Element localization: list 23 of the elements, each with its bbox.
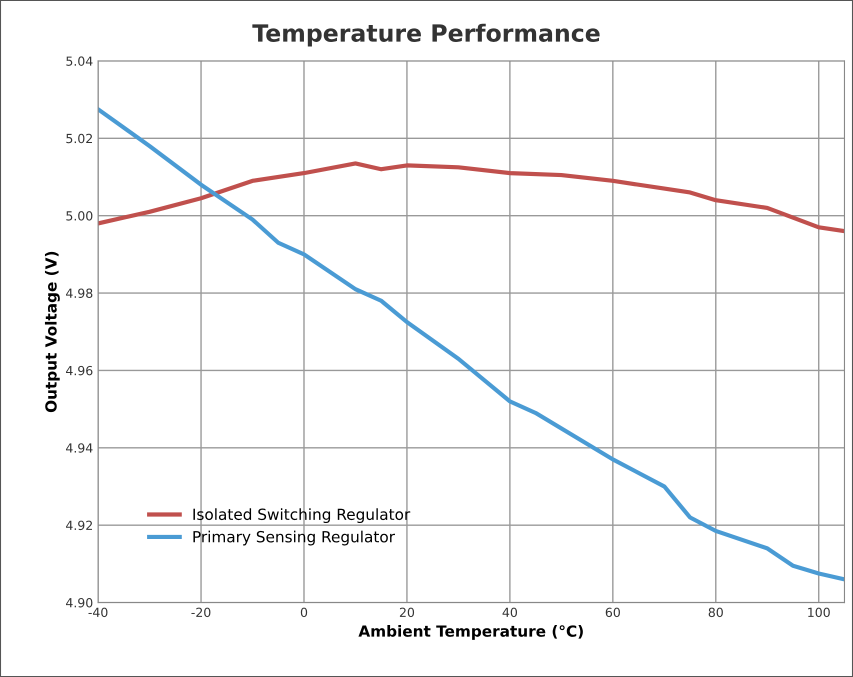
- chart-title: Temperature Performance: [252, 24, 600, 47]
- line-series: [98, 107, 844, 582]
- x-tick-label: -20: [191, 608, 210, 618]
- x-tick-label: 40: [502, 608, 518, 618]
- x-tick-label: -40: [88, 608, 108, 618]
- legend-label: Isolated Switching Regulator: [193, 508, 410, 524]
- legend-label: Primary Sensing Regulator: [193, 530, 395, 546]
- x-axis-title: Ambient Temperature (°C): [358, 625, 583, 640]
- x-tick-label: 80: [708, 608, 723, 618]
- y-tick-label: 4.92: [66, 520, 92, 530]
- y-tick-label: 4.90: [66, 598, 92, 608]
- x-tick-label: 20: [400, 608, 414, 618]
- line-series: [98, 161, 844, 234]
- y-tick-label: 5.02: [66, 134, 92, 144]
- y-tick-label: 4.98: [66, 288, 92, 298]
- x-tick-label: 60: [606, 608, 620, 618]
- y-tick-label: 5.04: [66, 56, 93, 66]
- y-tick-label: 4.96: [66, 366, 92, 376]
- y-axis-title: Output Voltage (V): [44, 252, 60, 412]
- y-tick-label: 5.00: [66, 211, 92, 221]
- y-tick-label: 4.94: [66, 443, 93, 453]
- x-tick-label: 100: [808, 608, 830, 618]
- x-tick-label: 0: [300, 608, 308, 618]
